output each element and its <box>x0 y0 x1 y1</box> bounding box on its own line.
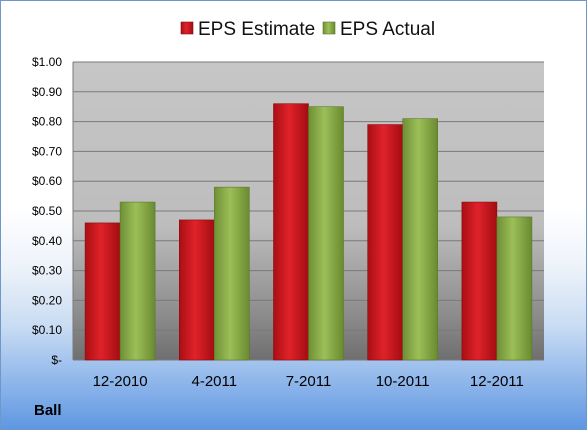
legend-label-estimate: EPS Estimate <box>198 19 315 40</box>
x-axis-ticks: 12-2010 4-2011 7-2011 10-2011 12-2011 <box>93 373 524 390</box>
x-tick-label: 12-2010 <box>93 373 148 390</box>
estimate-bar <box>179 219 215 361</box>
y-tick-label: $0.60 <box>32 174 62 188</box>
estimate-bar <box>84 222 121 361</box>
actual-bar <box>214 186 250 361</box>
y-tick-label: $0.30 <box>32 264 62 278</box>
x-tick-label: 7-2011 <box>286 373 332 390</box>
y-tick-label: $0.80 <box>32 115 62 129</box>
y-tick-label: $- <box>51 353 62 367</box>
y-axis-ticks: $- $0.10 $0.20 $0.30 $0.40 $0.50 $0.60 $0.70 $0.… <box>32 55 62 367</box>
actual-bar <box>119 201 156 361</box>
legend-swatch-actual <box>322 21 336 35</box>
x-tick-label: 10-2011 <box>376 373 430 390</box>
actual-bar <box>496 216 533 361</box>
y-tick-label: $0.50 <box>32 204 62 218</box>
actual-bar <box>308 106 344 361</box>
y-tick-label: $1.00 <box>32 55 62 69</box>
y-tick-label: $0.40 <box>32 234 62 248</box>
y-tick-label: $0.20 <box>32 293 62 307</box>
y-tick-label: $0.90 <box>32 85 62 99</box>
estimate-bar <box>367 124 404 361</box>
legend-swatch-estimate <box>180 21 194 35</box>
x-tick-label: 4-2011 <box>192 373 238 390</box>
y-tick-label: $0.70 <box>32 144 62 158</box>
y-tick-label: $0.10 <box>32 323 62 337</box>
estimate-bar <box>273 103 309 361</box>
bars <box>84 103 533 361</box>
legend-label-actual: EPS Actual <box>340 19 435 40</box>
estimate-bar <box>461 201 498 361</box>
x-tick-label: 12-2011 <box>470 373 524 390</box>
company-label: Ball <box>34 402 62 419</box>
legend: EPS Estimate EPS Actual <box>180 19 435 40</box>
actual-bar <box>402 118 439 361</box>
